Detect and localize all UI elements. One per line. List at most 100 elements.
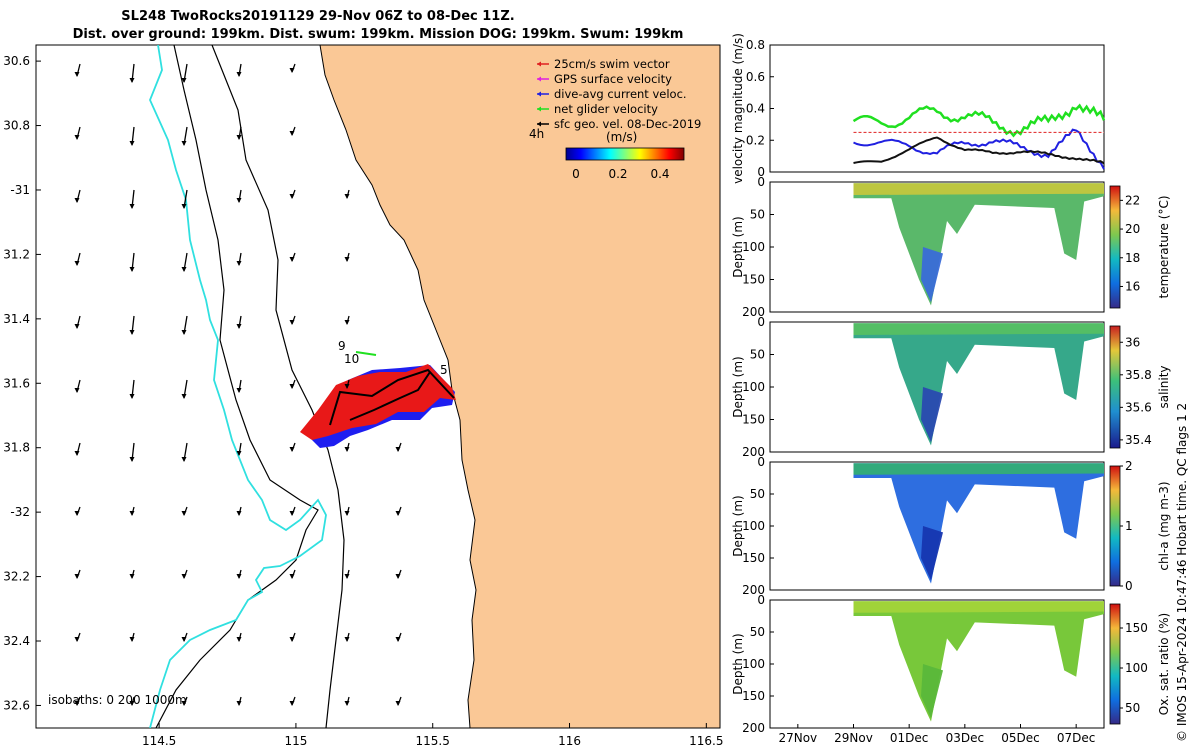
map-panel: 9 10 5 isobaths: 0 200 1000m 114.5 115 115…	[3, 44, 723, 748]
velocity-arrowhead-56	[129, 637, 135, 642]
legend-arrowhead-2	[537, 91, 541, 97]
velocity-arrowhead-63	[129, 701, 135, 706]
track-label-9: 9	[338, 339, 346, 353]
velocity-arrowhead-35	[129, 457, 135, 462]
velocity-arrowhead-55	[74, 637, 80, 642]
time-x-tick-label-0: 27Nov	[778, 731, 817, 745]
velocity-arrowhead-59	[289, 637, 295, 642]
velocity-arrowhead-16	[74, 261, 80, 266]
heatmap-section-4	[853, 601, 1104, 722]
colorbar-tick-label-2-2: 35.8	[1125, 368, 1152, 382]
velocity-arrowhead-5	[74, 135, 80, 140]
time-x-tick-label-3: 03Dec	[946, 731, 985, 745]
velocity-arrowhead-13	[236, 198, 242, 203]
isobath-200	[211, 45, 345, 728]
map-x-axis: 114.5 115 115.5 116 116.5	[142, 723, 723, 748]
title-line-2: Dist. over ground: 199km. Dist. swum: 19…	[73, 27, 684, 42]
velocity-arrowhead-45	[289, 511, 295, 516]
velocity-arrowhead-41	[74, 511, 80, 516]
map-y-tick-label-8: 32.2	[3, 570, 30, 584]
map-y-tick-label-6: 31.8	[3, 441, 30, 455]
heatmap-ylabel-3: Depth (m)	[731, 495, 745, 556]
heatmap-y-tick-label-3-1: 50	[750, 487, 765, 501]
heatmap-y-tick-label-4-3: 150	[742, 689, 765, 703]
colorbar-tick-label-3-1: 1	[1125, 519, 1133, 533]
velocity-arrowhead-6	[129, 141, 135, 146]
map-x-tick-label-1: 115	[284, 734, 307, 748]
velocity-arrowhead-4	[289, 68, 295, 73]
velocity-arrowhead-19	[236, 261, 242, 266]
heatmap-y-tick-label-3-0: 0	[757, 455, 765, 469]
colorbar-2	[1109, 325, 1121, 449]
velocity-y-tick-label-2: 0.4	[746, 102, 765, 116]
map-y-tick-label-0: 30.6	[3, 54, 30, 68]
colorbar-tick-label-4-1: 100	[1125, 661, 1148, 675]
glider-track	[329, 368, 455, 426]
heatmap-y-tick-label-1-1: 50	[750, 208, 765, 222]
velocity-arrowhead-60	[344, 637, 350, 642]
legend-label-0: 25cm/s swim vector	[554, 57, 670, 71]
heatmap-deep-core-3	[921, 526, 943, 581]
heatmap-y-tick-label-1-2: 100	[742, 240, 765, 254]
map-y-tick-label-4: 31.4	[3, 312, 30, 326]
heatmap-y-tick-label-1-4: 200	[742, 305, 765, 319]
map-colorbar-label: (m/s)	[606, 130, 637, 144]
velocity-series-0	[852, 103, 1106, 138]
heatmap-y-tick-label-2-3: 150	[742, 413, 765, 427]
velocity-arrowhead-34	[74, 451, 80, 456]
heatmap-ylabel-2: Depth (m)	[731, 356, 745, 417]
colorbar-4	[1109, 603, 1121, 725]
velocity-arrowhead-21	[344, 257, 350, 262]
swim-vector-track	[300, 364, 456, 440]
velocity-arrowhead-40	[395, 447, 401, 452]
legend-label-1: GPS surface velocity	[554, 72, 672, 86]
isobaths-label: isobaths: 0 200 1000m	[48, 693, 187, 707]
colorbar-tick-label-1-3: 22	[1125, 193, 1140, 207]
heatmap-surface-layer-2	[853, 323, 1104, 335]
colorbar-tick-label-2-1: 35.6	[1125, 400, 1152, 414]
heatmap-panel-2: 0 50 100 150 200 Depth (m) 35.4 35.6 35.8 36 salin…	[731, 315, 1171, 459]
heatmap-y-tick-label-1-0: 0	[757, 175, 765, 189]
coastline-cyan	[149, 45, 327, 728]
velocity-arrowhead-38	[289, 447, 295, 452]
heatmap-y-tick-label-1-3: 150	[742, 273, 765, 287]
velocity-arrowhead-37	[236, 451, 242, 456]
map-y-tick-label-1: 30.8	[3, 119, 30, 133]
velocity-arrowhead-58	[236, 637, 242, 642]
velocity-y-tick-label-0: 0	[757, 165, 765, 179]
colorbar-tick-label-4-2: 150	[1125, 621, 1148, 635]
heatmap-y-tick-label-2-1: 50	[750, 348, 765, 362]
legend-arrowhead-3	[537, 106, 541, 112]
map-x-tick-label-2: 115.5	[416, 734, 450, 748]
velocity-arrowhead-46	[344, 511, 350, 516]
velocity-arrowhead-17	[129, 267, 135, 272]
colorbar-extra-label: 4h	[529, 127, 544, 141]
velocity-arrowhead-57	[181, 637, 187, 642]
velocity-arrowhead-53	[344, 574, 350, 579]
map-y-tick-label-9: 32.4	[3, 634, 30, 648]
colorbar-label-4: Ox. sat. ratio (%)	[1157, 613, 1171, 715]
velocity-y-tick-label-4: 0.8	[746, 38, 765, 52]
velocity-arrowhead-43	[181, 511, 187, 516]
velocity-arrowhead-11	[129, 204, 135, 209]
velocity-panel-frame	[769, 44, 1105, 173]
heatmap-surface-layer-1	[853, 183, 1104, 195]
heatmap-section-3	[853, 463, 1104, 584]
velocity-arrowhead-1	[129, 78, 135, 83]
heatmap-ylabel-1: Depth (m)	[731, 216, 745, 277]
velocity-arrowhead-20	[289, 257, 295, 262]
velocity-series-1	[853, 128, 1105, 170]
time-x-tick-label-4: 05Dec	[1001, 731, 1040, 745]
heatmap-y-tick-label-3-2: 100	[742, 519, 765, 533]
legend-label-4: sfc geo. vel. 08-Dec-2019	[554, 117, 701, 131]
track-label-10: 10	[344, 352, 359, 366]
heatmap-y-tick-label-4-0: 0	[757, 593, 765, 607]
colorbar-tick-label-4-0: 50	[1125, 701, 1140, 715]
velocity-arrowhead-7	[181, 141, 187, 146]
colorbar-3	[1109, 465, 1121, 587]
velocity-arrowhead-31	[236, 388, 242, 393]
side-note: © IMOS 15-Apr-2024 10:47:46 Hobart time.…	[1175, 403, 1189, 742]
map-colorbar	[565, 147, 685, 161]
velocity-arrowhead-65	[236, 701, 242, 706]
